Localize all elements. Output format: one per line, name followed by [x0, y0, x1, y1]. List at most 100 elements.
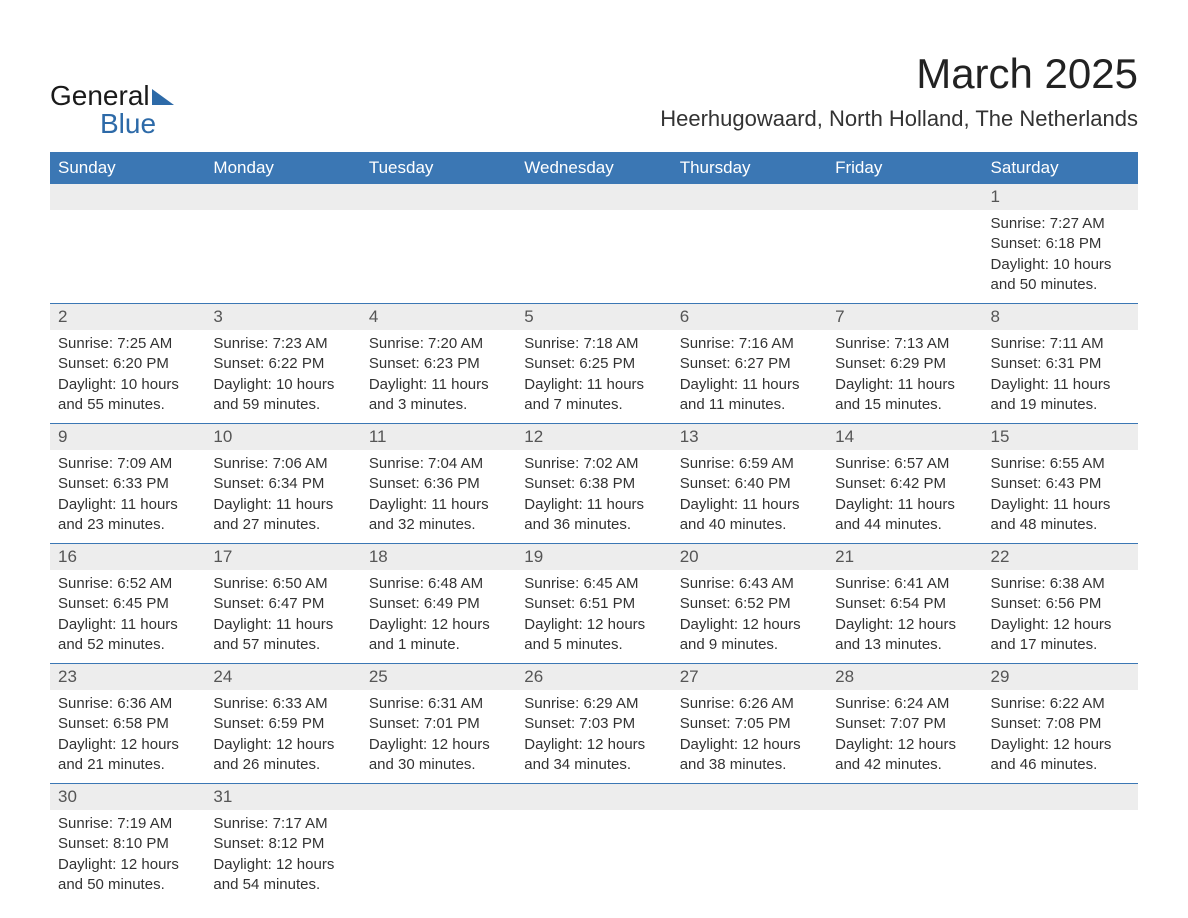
- day-sunrise: Sunrise: 6:22 AM: [991, 694, 1130, 714]
- day-sunset: Sunset: 7:05 PM: [680, 714, 819, 734]
- day-cell: Sunrise: 6:22 AMSunset: 7:08 PMDaylight:…: [983, 690, 1138, 784]
- day-number: 31: [205, 784, 360, 811]
- day-cell: Sunrise: 6:50 AMSunset: 6:47 PMDaylight:…: [205, 570, 360, 664]
- day-sunrise: Sunrise: 6:57 AM: [835, 454, 974, 474]
- day-number: [205, 184, 360, 210]
- day-number: 18: [361, 544, 516, 571]
- day-cell: [516, 210, 671, 304]
- day-cell: Sunrise: 7:13 AMSunset: 6:29 PMDaylight:…: [827, 330, 982, 424]
- day-dl2: and 48 minutes.: [991, 515, 1130, 535]
- day-cell: Sunrise: 6:31 AMSunset: 7:01 PMDaylight:…: [361, 690, 516, 784]
- logo-sub: Blue: [100, 108, 174, 140]
- day-number: 3: [205, 304, 360, 331]
- day-sunrise: Sunrise: 6:43 AM: [680, 574, 819, 594]
- day-sunset: Sunset: 6:47 PM: [213, 594, 352, 614]
- header: General Blue March 2025 Heerhugowaard, N…: [50, 50, 1138, 140]
- day-number: 1: [983, 184, 1138, 210]
- calendar-table: SundayMondayTuesdayWednesdayThursdayFrid…: [50, 152, 1138, 903]
- day-sunrise: Sunrise: 7:02 AM: [524, 454, 663, 474]
- day-sunrise: Sunrise: 6:41 AM: [835, 574, 974, 594]
- day-sunset: Sunset: 6:38 PM: [524, 474, 663, 494]
- day-number: 16: [50, 544, 205, 571]
- calendar-header: SundayMondayTuesdayWednesdayThursdayFrid…: [50, 152, 1138, 184]
- day-dl2: and 3 minutes.: [369, 395, 508, 415]
- day-cell: Sunrise: 6:38 AMSunset: 6:56 PMDaylight:…: [983, 570, 1138, 664]
- day-sunrise: Sunrise: 6:55 AM: [991, 454, 1130, 474]
- day-sunset: Sunset: 7:07 PM: [835, 714, 974, 734]
- day-sunset: Sunset: 6:18 PM: [991, 234, 1130, 254]
- day-cell: Sunrise: 6:33 AMSunset: 6:59 PMDaylight:…: [205, 690, 360, 784]
- day-dl2: and 50 minutes.: [991, 275, 1130, 295]
- day-number: 5: [516, 304, 671, 331]
- logo-triangle-icon: [152, 89, 174, 105]
- day-dl1: Daylight: 12 hours: [991, 615, 1130, 635]
- day-dl1: Daylight: 11 hours: [58, 615, 197, 635]
- day-number: 10: [205, 424, 360, 451]
- day-dl2: and 55 minutes.: [58, 395, 197, 415]
- day-sunset: Sunset: 6:22 PM: [213, 354, 352, 374]
- day-sunrise: Sunrise: 7:27 AM: [991, 214, 1130, 234]
- day-dl2: and 57 minutes.: [213, 635, 352, 655]
- day-sunrise: Sunrise: 6:52 AM: [58, 574, 197, 594]
- day-number-row: 9101112131415: [50, 424, 1138, 451]
- calendar-body: 1 Sunrise: 7:27 AMSunset: 6:18 PM Daylight…: [50, 184, 1138, 903]
- day-number: [361, 184, 516, 210]
- day-number: 12: [516, 424, 671, 451]
- day-number: 20: [672, 544, 827, 571]
- day-sunrise: Sunrise: 7:19 AM: [58, 814, 197, 834]
- day-sunset: Sunset: 6:54 PM: [835, 594, 974, 614]
- day-dl1: Daylight: 12 hours: [58, 855, 197, 875]
- day-sunset: Sunset: 6:31 PM: [991, 354, 1130, 374]
- weekday-header: Monday: [205, 152, 360, 184]
- day-sunrise: Sunrise: 6:38 AM: [991, 574, 1130, 594]
- day-dl2: and 13 minutes.: [835, 635, 974, 655]
- day-dl1: Daylight: 11 hours: [835, 375, 974, 395]
- day-dl2: and 21 minutes.: [58, 755, 197, 775]
- day-sunset: Sunset: 6:33 PM: [58, 474, 197, 494]
- day-sunrise: Sunrise: 6:50 AM: [213, 574, 352, 594]
- day-sunset: Sunset: 6:20 PM: [58, 354, 197, 374]
- day-dl1: Daylight: 11 hours: [991, 375, 1130, 395]
- day-sunset: Sunset: 6:52 PM: [680, 594, 819, 614]
- day-number-row: 16171819202122: [50, 544, 1138, 571]
- day-cell: Sunrise: 6:59 AMSunset: 6:40 PMDaylight:…: [672, 450, 827, 544]
- day-sunset: Sunset: 6:40 PM: [680, 474, 819, 494]
- day-number: [361, 784, 516, 811]
- day-sunrise: Sunrise: 7:06 AM: [213, 454, 352, 474]
- day-cell: Sunrise: 6:36 AMSunset: 6:58 PMDaylight:…: [50, 690, 205, 784]
- day-number: 23: [50, 664, 205, 691]
- day-cell: [50, 210, 205, 304]
- day-dl1: Daylight: 12 hours: [991, 735, 1130, 755]
- day-sunset: Sunset: 6:45 PM: [58, 594, 197, 614]
- day-data-row: Sunrise: 7:25 AMSunset: 6:20 PMDaylight:…: [50, 330, 1138, 424]
- day-number: 13: [672, 424, 827, 451]
- weekday-header: Friday: [827, 152, 982, 184]
- day-sunrise: Sunrise: 7:18 AM: [524, 334, 663, 354]
- weekday-header: Tuesday: [361, 152, 516, 184]
- day-sunset: Sunset: 6:59 PM: [213, 714, 352, 734]
- weekday-header: Wednesday: [516, 152, 671, 184]
- day-sunset: Sunset: 6:51 PM: [524, 594, 663, 614]
- day-number: 8: [983, 304, 1138, 331]
- day-sunrise: Sunrise: 6:26 AM: [680, 694, 819, 714]
- title-block: March 2025 Heerhugowaard, North Holland,…: [660, 50, 1138, 132]
- day-sunrise: Sunrise: 6:33 AM: [213, 694, 352, 714]
- day-number: 11: [361, 424, 516, 451]
- day-number: 28: [827, 664, 982, 691]
- day-sunset: Sunset: 6:43 PM: [991, 474, 1130, 494]
- day-number: [672, 184, 827, 210]
- day-cell: Sunrise: 7:16 AMSunset: 6:27 PMDaylight:…: [672, 330, 827, 424]
- day-sunset: Sunset: 6:27 PM: [680, 354, 819, 374]
- day-number: 30: [50, 784, 205, 811]
- day-sunrise: Sunrise: 7:04 AM: [369, 454, 508, 474]
- day-cell: Sunrise: 7:20 AMSunset: 6:23 PMDaylight:…: [361, 330, 516, 424]
- day-dl1: Daylight: 12 hours: [680, 735, 819, 755]
- day-number: 29: [983, 664, 1138, 691]
- day-number: [827, 784, 982, 811]
- day-cell: Sunrise: 6:48 AMSunset: 6:49 PMDaylight:…: [361, 570, 516, 664]
- day-dl1: Daylight: 11 hours: [680, 375, 819, 395]
- day-sunrise: Sunrise: 7:16 AM: [680, 334, 819, 354]
- day-dl1: Daylight: 11 hours: [991, 495, 1130, 515]
- day-dl1: Daylight: 11 hours: [680, 495, 819, 515]
- day-number-row: 23242526272829: [50, 664, 1138, 691]
